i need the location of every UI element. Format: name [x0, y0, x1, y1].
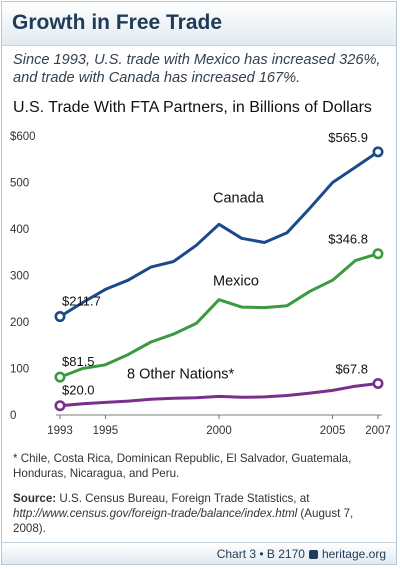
- y-tick-label: 200: [10, 317, 29, 329]
- y-tick-label: 100: [10, 364, 29, 376]
- y-tick-label: 0: [10, 410, 16, 422]
- x-tick-label: 2000: [206, 425, 232, 437]
- site-link[interactable]: heritage.org: [321, 547, 386, 561]
- start-value-label: $20.0: [62, 383, 95, 398]
- series-endpoint-marker: [372, 248, 384, 260]
- start-value-label: $81.5: [62, 354, 95, 369]
- chart-id: Chart 3 • B 2170: [216, 547, 305, 561]
- series-name-label: 8 Other Nations*: [127, 366, 235, 382]
- source-label: Source:: [13, 492, 57, 505]
- end-value-label: $346.8: [328, 232, 368, 247]
- series-line-1: [58, 252, 380, 379]
- source-text: U.S. Census Bureau, Foreign Trade Statis…: [56, 492, 310, 505]
- series-endpoint-marker: [54, 400, 66, 412]
- label-layer: Canada $211.7 $565.9 Mexico $81.5 $346.8 8 Oth…: [62, 130, 368, 398]
- end-value-label: $565.9: [328, 130, 368, 145]
- x-tick-label: 1993: [47, 425, 73, 437]
- line-chart: 0 100 200 300 400 500 $600 1993 1995 2000 2005 2007…: [10, 130, 391, 437]
- footer-bar: Chart 3 • B 2170 heritage.org: [2, 542, 396, 564]
- series-layer: [54, 146, 384, 412]
- series-line-2: [58, 382, 380, 408]
- y-tick-label: 400: [10, 224, 29, 236]
- heritage-logo-icon: [308, 550, 318, 559]
- source-note: Source: U.S. Census Bureau, Foreign Trad…: [13, 491, 388, 536]
- axis-layer: 0 100 200 300 400 500 $600 1993 1995 2000 2005 2007: [10, 131, 391, 437]
- series-endpoint-marker: [54, 311, 66, 323]
- series-endpoint-marker: [372, 146, 384, 158]
- footnote: * Chile, Costa Rica, Dominican Republic,…: [13, 452, 352, 480]
- series-endpoint-marker: [372, 377, 384, 389]
- series-endpoint-marker: [54, 371, 66, 383]
- series-name-label: Canada: [213, 190, 265, 206]
- x-tick-label: 2007: [365, 425, 391, 437]
- end-value-label: $67.8: [335, 361, 368, 376]
- source-date: (August 7, 2008).: [13, 507, 354, 535]
- y-tick-label: $600: [10, 131, 36, 143]
- start-value-label: $211.7: [62, 294, 101, 309]
- chart-title: U.S. Trade With FTA Partners, in Billion…: [13, 99, 372, 116]
- page-title: Growth in Free Trade: [2, 2, 396, 46]
- x-tick-label: 1995: [93, 425, 119, 437]
- page-subtitle: Since 1993, U.S. trade with Mexico has i…: [13, 52, 381, 86]
- series-line-0: [58, 150, 380, 319]
- y-tick-label: 500: [10, 178, 29, 190]
- series-name-label: Mexico: [213, 274, 259, 290]
- y-tick-label: 300: [10, 271, 29, 283]
- source-url[interactable]: http://www.census.gov/foreign-trade/bala…: [13, 507, 298, 520]
- x-tick-label: 2005: [320, 425, 346, 437]
